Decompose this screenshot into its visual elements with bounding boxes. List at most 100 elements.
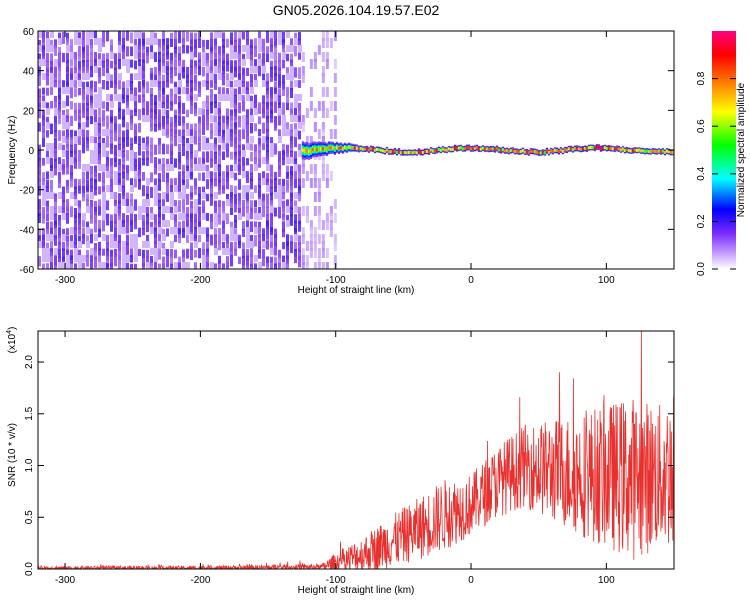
heat-cell: [282, 207, 285, 218]
heat-cell: [313, 248, 317, 258]
heat-cell: [190, 220, 193, 233]
heat-cell: [198, 157, 201, 167]
heat-cell: [98, 74, 101, 84]
heat-cell: [138, 31, 142, 38]
heat-cell: [286, 157, 290, 164]
heat-cell: [178, 115, 181, 126]
heat-band-core: [477, 147, 481, 151]
heat-cell: [282, 31, 285, 43]
heat-cell: [42, 101, 46, 108]
heat-cell: [266, 157, 269, 166]
heat-band-core: [401, 151, 405, 155]
heat-cell: [130, 73, 133, 84]
heat-cell: [162, 38, 165, 51]
heat-cell: [226, 94, 230, 101]
heat-cell: [226, 60, 229, 72]
heat-cell: [126, 255, 130, 262]
heat-band-core: [437, 148, 441, 152]
heat-cell: [46, 60, 49, 73]
heat-cell: [198, 31, 201, 41]
heat-cell: [317, 234, 321, 244]
heat-cell: [78, 185, 81, 194]
heat-band-core: [613, 147, 617, 151]
heat-cell: [110, 39, 113, 51]
heat-cell: [266, 256, 269, 267]
heat-cell: [325, 38, 329, 48]
heat-cell: [86, 53, 89, 62]
heat-cell: [126, 192, 129, 201]
heat-cell: [329, 206, 333, 216]
heat-cell: [321, 171, 325, 181]
heat-cell: [266, 200, 269, 209]
heat-cell: [42, 192, 46, 199]
heat-cell: [138, 248, 141, 257]
heat-cell: [329, 220, 333, 230]
heat-cell: [254, 102, 257, 110]
heat-cell: [266, 227, 269, 239]
heat-cell: [230, 39, 233, 48]
heat-cell: [266, 193, 269, 205]
heat-cell: [42, 185, 46, 192]
heat-cell: [254, 200, 257, 208]
heat-cell: [226, 116, 229, 127]
heat-cell: [234, 172, 237, 181]
heat-cell: [178, 143, 181, 152]
snr-series-line: [38, 331, 674, 569]
heat-cell: [309, 101, 313, 111]
heat-cell: [294, 214, 297, 224]
heat-cell: [106, 59, 109, 68]
heat-cell: [170, 157, 173, 165]
heat-band-core: [485, 147, 489, 151]
heat-cell: [86, 235, 89, 243]
snr-multiplier-base: (x10: [7, 333, 18, 353]
heat-cell: [110, 262, 113, 269]
heat-cell: [118, 200, 121, 209]
heat-cell: [114, 53, 117, 65]
heat-cell: [178, 151, 181, 163]
heat-cell: [234, 137, 237, 148]
heat-cell: [301, 115, 305, 125]
snr-y-ticks: 0.00.51.01.52.0: [24, 355, 674, 576]
heat-cell: [122, 38, 125, 50]
heat-cell: [206, 115, 209, 125]
heat-cell: [238, 59, 241, 72]
heat-cell: [286, 144, 289, 153]
heat-cell: [90, 255, 93, 263]
heat-cell: [214, 122, 218, 129]
heat-cell: [246, 52, 250, 59]
heat-cell: [246, 263, 249, 269]
heat-cell: [198, 108, 202, 115]
heat-cell: [122, 262, 126, 269]
heat-cell: [178, 200, 181, 213]
heat-band-core: [387, 150, 391, 154]
heat-cell: [166, 109, 169, 118]
heat-cell: [90, 207, 93, 220]
heat-cell: [154, 67, 157, 75]
y-tick-label: 0: [28, 146, 34, 157]
heat-cell: [194, 66, 197, 75]
spectrogram-y-label: Frequency (Hz): [7, 116, 18, 185]
heat-cell: [246, 143, 250, 150]
heat-cell: [194, 130, 197, 139]
heat-cell: [118, 164, 121, 176]
heat-cell: [62, 262, 66, 269]
heat-cell: [86, 87, 90, 94]
heat-cell: [278, 151, 281, 162]
heat-cell: [102, 80, 105, 90]
heat-cell: [122, 130, 125, 142]
heat-cell: [230, 164, 233, 174]
heat-cell: [226, 38, 229, 48]
heat-cell: [170, 88, 173, 97]
heat-cell: [234, 220, 237, 229]
heat-cell: [142, 249, 145, 259]
heat-band-core: [531, 149, 535, 153]
heat-cell: [134, 45, 138, 52]
heat-cell: [46, 186, 49, 198]
heat-cell: [146, 262, 150, 269]
heat-band-core: [571, 148, 575, 152]
heat-cell: [50, 53, 53, 65]
heat-band-core: [413, 150, 417, 154]
heat-band-core: [439, 148, 443, 152]
heat-cell: [58, 130, 61, 142]
heat-cell: [210, 193, 213, 206]
